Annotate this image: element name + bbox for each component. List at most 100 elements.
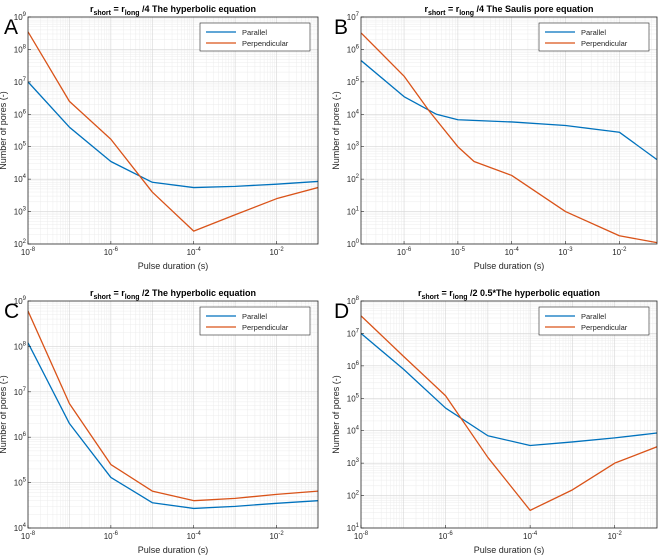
x-tick-label: 10-6: [397, 247, 412, 257]
y-axis-label: Number of pores (-): [331, 375, 341, 454]
panel-title: rshort = rlong /2 0.5*The hyperbolic equ…: [418, 288, 600, 301]
grid: [361, 17, 657, 244]
panel-title: rshort = rlong /4 The hyperbolic equatio…: [90, 4, 256, 17]
legend: Parallel Perpendicular: [199, 22, 311, 52]
panel-letter: A: [4, 16, 18, 39]
y-tick-label: 102: [14, 239, 27, 249]
series-group: [361, 32, 657, 244]
legend-frame: [199, 306, 311, 336]
y-tick-label: 106: [347, 44, 360, 54]
legend-label-parallel: Parallel: [581, 312, 606, 321]
series-line-perpendicular: [361, 315, 657, 512]
x-axis-label: Pulse duration (s): [474, 261, 545, 271]
y-tick-label: 105: [347, 393, 360, 403]
x-tick-label: 10-4: [505, 247, 520, 257]
grid: [361, 301, 657, 528]
y-tick-label: 101: [347, 523, 360, 533]
y-tick-label: 107: [347, 12, 360, 22]
x-axis-label: Pulse duration (s): [138, 261, 209, 271]
y-tick-label: 109: [14, 12, 27, 22]
x-tick-label: 10-2: [269, 531, 284, 541]
panel-letter: B: [334, 16, 348, 39]
panel-d: 10-8 10-6 10-4 10-2 101 102 103 104 105 106 107 108…: [331, 288, 658, 555]
series-group: [28, 31, 318, 232]
series-line-parallel: [361, 332, 657, 447]
y-tick-label: 107: [14, 387, 27, 397]
y-tick-label: 102: [347, 491, 360, 501]
legend-frame: [538, 306, 650, 336]
x-tick-label: 10-8: [354, 531, 369, 541]
series-group: [361, 315, 657, 512]
y-tick-label: 107: [14, 77, 27, 87]
y-tick-label: 104: [347, 426, 360, 436]
y-tick-label: 108: [14, 44, 27, 54]
legend: Parallel Perpendicular: [199, 306, 311, 336]
legend: Parallel Perpendicular: [538, 306, 650, 336]
x-tick-label: 10-2: [269, 247, 284, 257]
y-tick-label: 104: [14, 523, 27, 533]
x-tick-label: 10-4: [523, 531, 538, 541]
legend-label-perpendicular: Perpendicular: [581, 323, 628, 332]
legend-label-parallel: Parallel: [581, 28, 606, 37]
panel-a: 10-8 10-6 10-4 10-2 102 103 104 105 106 107 108 109…: [0, 4, 319, 271]
legend-label-perpendicular: Perpendicular: [581, 39, 628, 48]
axes-frame: [27, 16, 319, 245]
series-line-perpendicular: [28, 310, 318, 502]
y-tick-label: 104: [14, 174, 27, 184]
x-tick-label: 10-4: [187, 247, 202, 257]
panel-letter: D: [334, 300, 349, 323]
y-axis-label: Number of pores (-): [0, 91, 8, 170]
legend-label-parallel: Parallel: [242, 312, 267, 321]
y-tick-label: 101: [347, 207, 360, 217]
series-group: [28, 310, 318, 510]
x-tick-label: 10-6: [104, 531, 119, 541]
y-tick-label: 109: [14, 296, 27, 306]
x-axis-label: Pulse duration (s): [474, 545, 545, 555]
legend: Parallel Perpendicular: [538, 22, 650, 52]
y-tick-label: 100: [347, 239, 360, 249]
y-tick-label: 103: [347, 142, 360, 152]
y-tick-label: 106: [14, 109, 27, 119]
panel-title: rshort = rlong /2 The hyperbolic equatio…: [90, 288, 256, 301]
legend-label-perpendicular: Perpendicular: [242, 39, 289, 48]
y-tick-label: 108: [14, 341, 27, 351]
y-tick-label: 108: [347, 296, 360, 306]
panel-letter: C: [4, 300, 19, 323]
x-tick-label: 10-8: [21, 531, 36, 541]
y-tick-label: 104: [347, 109, 360, 119]
series-line-parallel: [28, 81, 318, 189]
axes-frame: [360, 16, 658, 245]
series-line-perpendicular: [361, 32, 657, 244]
x-tick-label: 10-2: [612, 247, 627, 257]
series-line-perpendicular: [28, 31, 318, 232]
legend-label-perpendicular: Perpendicular: [242, 323, 289, 332]
panel-b: 10-6 10-5 10-4 10-3 10-2 100 101 102 103 104 105 10…: [331, 4, 658, 271]
x-tick-label: 10-6: [104, 247, 119, 257]
legend-frame: [538, 22, 650, 52]
series-line-parallel: [28, 342, 318, 510]
y-tick-label: 105: [347, 77, 360, 87]
panel-c: 10-8 10-6 10-4 10-2 104 105 106 107 108 109 Pulse …: [0, 288, 319, 555]
x-tick-label: 10-3: [558, 247, 573, 257]
y-tick-label: 106: [14, 432, 27, 442]
y-tick-label: 105: [14, 142, 27, 152]
y-tick-label: 105: [14, 478, 27, 488]
y-tick-label: 106: [347, 361, 360, 371]
x-axis-label: Pulse duration (s): [138, 545, 209, 555]
y-tick-label: 103: [347, 458, 360, 468]
panel-title: rshort = rlong /4 The Saulis pore equati…: [424, 4, 593, 17]
y-tick-label: 102: [347, 174, 360, 184]
x-tick-label: 10-4: [187, 531, 202, 541]
x-tick-label: 10-5: [451, 247, 466, 257]
y-tick-label: 107: [347, 328, 360, 338]
series-line-parallel: [361, 60, 657, 161]
axes-frame: [27, 300, 319, 529]
y-axis-label: Number of pores (-): [0, 375, 8, 454]
legend-frame: [199, 22, 311, 52]
x-tick-label: 10-2: [608, 531, 623, 541]
x-tick-label: 10-6: [438, 531, 453, 541]
y-axis-label: Number of pores (-): [331, 91, 341, 170]
y-tick-label: 103: [14, 207, 27, 217]
x-tick-label: 10-8: [21, 247, 36, 257]
